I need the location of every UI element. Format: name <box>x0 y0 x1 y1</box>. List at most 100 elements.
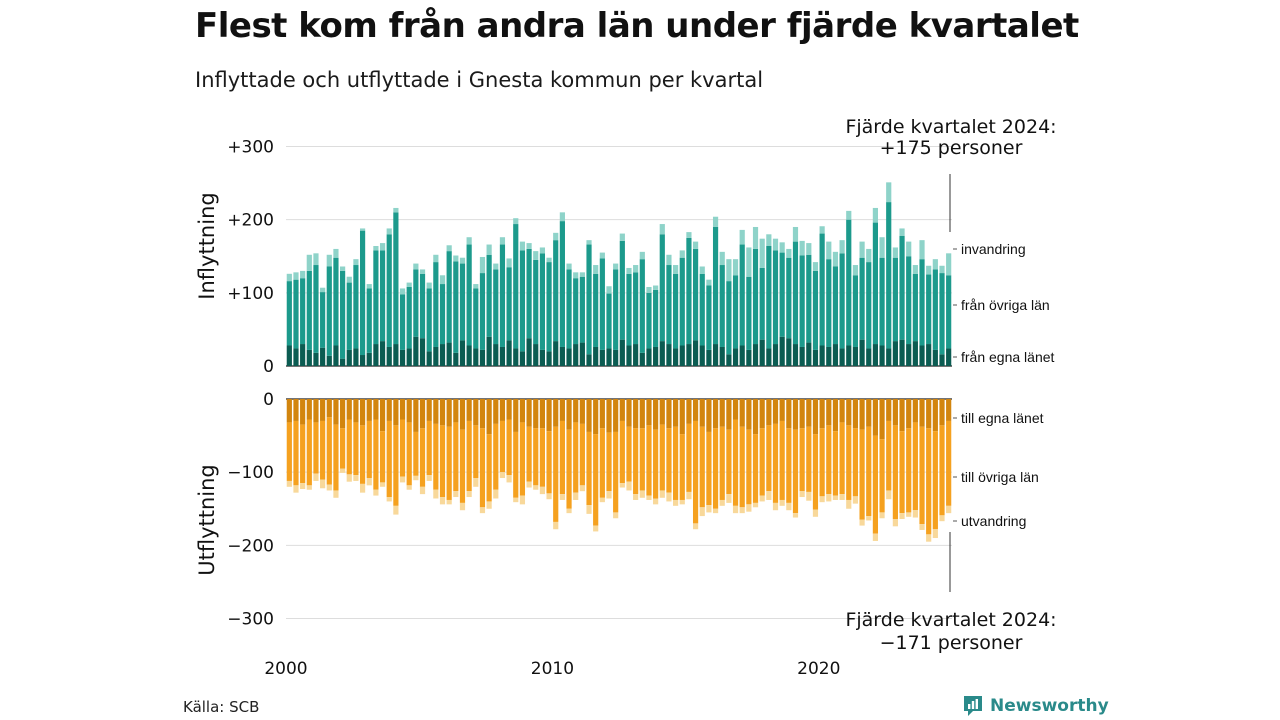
y-tick-label-out: −200 <box>227 536 274 556</box>
bar-in-own <box>433 346 439 366</box>
bar-in-other <box>653 289 659 347</box>
bar-out-other <box>393 425 399 506</box>
bar-out-own <box>399 399 406 420</box>
bar-in-immigration <box>346 276 352 283</box>
bar-out-emigration <box>506 475 512 483</box>
bar-out-own <box>739 399 745 427</box>
bar-out-other <box>692 420 699 524</box>
bar-in-immigration <box>666 254 672 266</box>
bar-in-immigration <box>513 218 519 225</box>
bar-out-emigration <box>892 519 898 527</box>
bar-in-immigration <box>459 257 466 264</box>
bar-in-other <box>553 240 559 342</box>
bar-out-own <box>453 399 459 423</box>
bar-out-emigration <box>413 475 419 481</box>
bar-in-immigration <box>433 254 439 263</box>
bar-out-own <box>852 399 859 429</box>
bar-in-other <box>486 254 492 337</box>
bar-out-own <box>366 399 372 421</box>
bar-in-immigration <box>559 212 565 222</box>
bar-in-immigration <box>486 244 492 255</box>
bar-in-immigration <box>586 240 592 245</box>
bar-in-own <box>519 351 526 366</box>
bar-out-other <box>406 422 412 486</box>
y-tick-label-in: +100 <box>227 284 274 304</box>
bar-out-own <box>692 399 699 421</box>
bar-out-emigration <box>293 485 299 493</box>
bar-out-emigration <box>812 509 819 517</box>
bar-in-immigration <box>679 250 685 258</box>
bar-in-immigration <box>719 251 725 266</box>
bar-in-other <box>932 269 938 350</box>
bar-out-own <box>286 399 292 423</box>
bar-out-emigration <box>866 516 872 521</box>
bar-out-own <box>886 399 892 421</box>
inflow-bars <box>286 182 952 366</box>
bar-in-own <box>673 348 679 366</box>
bar-out-emigration <box>732 505 739 514</box>
bar-out-emigration <box>539 486 545 495</box>
bar-in-immigration <box>300 270 306 279</box>
bar-in-own <box>812 349 819 366</box>
bar-out-other <box>419 428 426 487</box>
bar-out-other <box>699 426 705 508</box>
bar-out-other <box>499 420 506 473</box>
bar-out-other <box>313 422 319 474</box>
bar-out-other <box>673 426 679 500</box>
bar-in-own <box>399 349 406 366</box>
bar-in-other <box>599 258 605 350</box>
bar-in-own <box>846 345 852 366</box>
bar-out-other <box>746 429 752 505</box>
bar-out-other <box>399 419 406 477</box>
bar-in-other <box>466 244 472 346</box>
bar-in-immigration <box>453 255 459 262</box>
bar-in-other <box>326 266 332 356</box>
bar-in-own <box>866 348 872 366</box>
bar-out-emigration <box>752 502 759 508</box>
bar-in-other <box>579 276 585 343</box>
bar-in-own <box>373 344 379 366</box>
bar-in-other <box>586 244 592 355</box>
bar-out-own <box>379 399 386 432</box>
newsworthy-logo-icon <box>964 696 982 716</box>
bar-in-own <box>806 342 812 366</box>
bar-out-other <box>919 426 925 525</box>
bar-in-immigration <box>699 266 705 274</box>
bar-out-own <box>559 399 565 421</box>
bar-in-own <box>886 348 892 366</box>
bar-in-own <box>686 344 692 366</box>
bar-in-other <box>866 262 872 349</box>
bar-out-other <box>300 424 306 484</box>
bar-out-own <box>646 399 652 426</box>
y-tick-label-out: −100 <box>227 463 274 483</box>
bar-out-emigration <box>379 482 386 487</box>
bar-out-other <box>493 423 499 490</box>
bar-out-own <box>759 399 765 429</box>
bar-out-own <box>599 399 605 429</box>
bar-in-other <box>399 294 406 350</box>
bar-in-other <box>812 270 819 350</box>
bar-out-own <box>473 399 479 426</box>
bar-in-other <box>646 292 652 349</box>
series-label-in-other: från övriga län <box>961 297 1050 313</box>
bar-in-immigration <box>626 267 632 274</box>
series-label-in-immigration: invandring <box>961 241 1026 257</box>
bar-out-emigration <box>919 524 925 530</box>
bar-in-immigration <box>399 288 406 295</box>
bar-out-other <box>646 425 652 496</box>
bar-in-other <box>939 273 945 355</box>
bar-out-emigration <box>526 481 532 488</box>
bar-in-own <box>772 344 779 366</box>
bar-in-immigration <box>573 272 579 279</box>
bar-in-other <box>692 248 699 341</box>
bar-in-immigration <box>726 259 732 282</box>
bar-in-own <box>573 344 579 366</box>
bar-out-emigration <box>353 475 359 481</box>
bar-out-own <box>892 399 898 426</box>
bar-in-own <box>539 349 545 366</box>
bar-in-immigration <box>926 265 932 275</box>
bar-in-immigration <box>839 240 845 254</box>
bar-out-own <box>832 399 839 432</box>
bar-out-emigration <box>759 495 765 502</box>
y-tick-label-out: 0 <box>263 390 274 410</box>
